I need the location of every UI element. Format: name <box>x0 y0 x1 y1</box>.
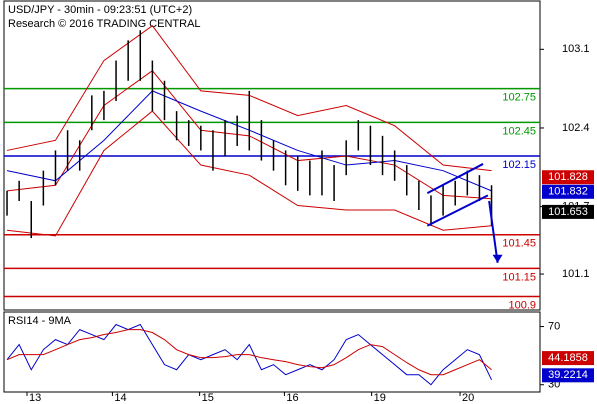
x-tick-label: 13 <box>29 392 41 404</box>
x-tick-label: 14 <box>114 392 126 404</box>
overlay-line <box>6 110 492 237</box>
level-label: 100.9 <box>508 299 536 311</box>
x-tick-label: 16 <box>286 392 298 404</box>
level-label: 102.45 <box>502 125 536 137</box>
level-label: 102.15 <box>502 159 536 171</box>
last-value-box <box>542 204 594 219</box>
rsi-tick-label: 70 <box>548 320 560 332</box>
last-value-label: 101.832 <box>548 186 588 198</box>
rsi-panel <box>3 311 541 393</box>
x-tick-label: 19 <box>374 392 386 404</box>
x-tick-label: 15 <box>202 392 214 404</box>
y-tick-label: 101.1 <box>562 268 590 280</box>
last-value-box <box>542 351 594 366</box>
channel-line <box>426 194 489 227</box>
last-value-label: 101.653 <box>548 206 588 218</box>
channel-line <box>426 163 484 195</box>
rsi-title: RSI14 - 9MA <box>8 315 72 327</box>
last-value-label: 101.828 <box>548 171 588 183</box>
last-value-box <box>542 368 594 383</box>
rsi-line <box>6 329 492 376</box>
y-tick-label: 102.4 <box>562 122 590 134</box>
y-tick-label: 103.1 <box>562 43 590 55</box>
rsi-line <box>6 323 492 386</box>
level-label: 101.15 <box>502 271 536 283</box>
x-tick-label: 20 <box>462 392 474 404</box>
level-label: 101.45 <box>502 238 536 250</box>
last-value-label: 44.1858 <box>548 352 588 364</box>
arrow <box>488 200 499 263</box>
last-value-label: 39.2214 <box>548 369 588 381</box>
last-value-box <box>542 184 594 199</box>
last-value-box <box>542 170 594 185</box>
chart-title: USD/JPY - 30min - 09:23:51 (UTC+2) <box>8 4 192 16</box>
level-label: 102.75 <box>502 92 536 104</box>
chart-subtitle: Research © 2016 TRADING CENTRAL <box>8 18 201 30</box>
arrow-head <box>492 254 503 263</box>
